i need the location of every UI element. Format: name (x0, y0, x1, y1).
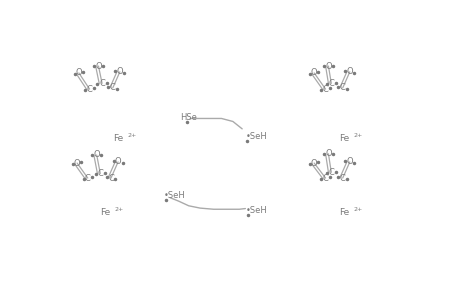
Text: C: C (328, 168, 334, 177)
Text: O: O (75, 68, 82, 77)
Text: HSe: HSe (180, 113, 197, 122)
Text: C: C (99, 79, 105, 88)
Text: C: C (86, 85, 92, 94)
Text: O: O (325, 149, 331, 158)
Text: 2+: 2+ (353, 133, 362, 138)
Text: O: O (95, 61, 101, 70)
Text: O: O (346, 67, 353, 76)
Text: 2+: 2+ (353, 207, 362, 212)
Text: •SeH: •SeH (245, 206, 267, 215)
Text: 2+: 2+ (127, 133, 136, 138)
Text: C: C (322, 174, 328, 183)
Text: Fe: Fe (112, 134, 123, 143)
Text: C: C (84, 174, 90, 183)
Text: C: C (339, 174, 345, 183)
Text: O: O (310, 68, 317, 77)
Text: Fe: Fe (338, 134, 349, 143)
Text: 2+: 2+ (114, 207, 123, 212)
Text: Fe: Fe (100, 208, 110, 217)
Text: O: O (310, 158, 317, 167)
Text: C: C (339, 83, 345, 92)
Text: O: O (116, 67, 123, 76)
Text: Fe: Fe (338, 208, 349, 217)
Text: •SeH: •SeH (245, 132, 267, 141)
Text: O: O (346, 158, 353, 166)
Text: C: C (110, 83, 116, 92)
Text: O: O (325, 61, 331, 70)
Text: O: O (93, 151, 100, 160)
Text: •SeH: •SeH (163, 191, 185, 200)
Text: O: O (115, 158, 121, 166)
Text: C: C (322, 85, 328, 94)
Text: C: C (328, 79, 334, 88)
Text: C: C (108, 174, 114, 183)
Text: O: O (73, 158, 80, 167)
Text: C: C (97, 169, 103, 178)
